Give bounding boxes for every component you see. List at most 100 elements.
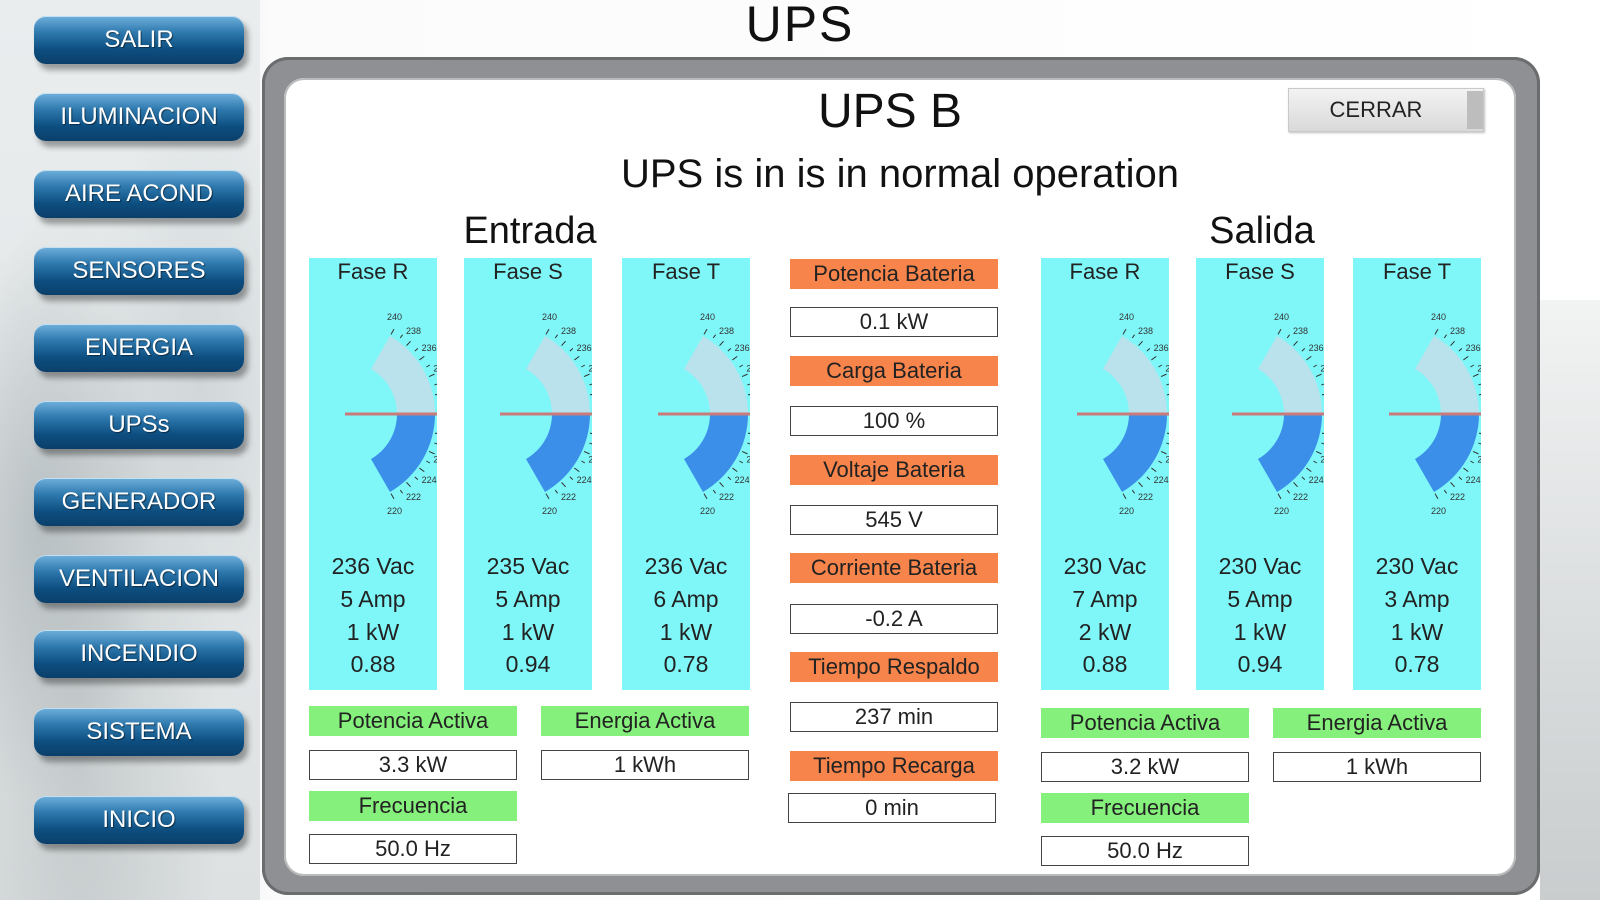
gauge-lower-band bbox=[1103, 414, 1167, 492]
nav-energia-button[interactable]: ENERGIA bbox=[34, 324, 244, 372]
gauge-tick bbox=[399, 334, 404, 339]
nav-upss-button[interactable]: UPSs bbox=[34, 401, 244, 449]
gauge-tick bbox=[1158, 364, 1163, 368]
nav-generador-button[interactable]: GENERADOR bbox=[34, 478, 244, 526]
gauge-tick bbox=[1321, 432, 1324, 435]
gauge-tick-label: 236 bbox=[577, 343, 592, 353]
gauge-tick bbox=[583, 450, 590, 455]
carga-bateria-value: 100 % bbox=[790, 406, 998, 436]
gauge-tick bbox=[1122, 328, 1127, 335]
gauge-tick bbox=[589, 383, 592, 386]
gauge-tick-label: 240 bbox=[700, 312, 715, 322]
gauge-tick bbox=[581, 460, 586, 464]
gauge-tick-label: 236 bbox=[1466, 343, 1481, 353]
gauge-tick bbox=[741, 373, 748, 378]
potencia-bateria-label: Potencia Bateria bbox=[790, 259, 998, 289]
gauge-upper-band bbox=[1415, 336, 1479, 414]
entrada-frecuencia-value: 50.0 Hz bbox=[309, 834, 517, 864]
gauge-tick bbox=[727, 476, 732, 480]
gauge-tick bbox=[727, 348, 732, 352]
tiempo-recarga-value: 0 min bbox=[788, 793, 996, 823]
gauge-tick bbox=[1443, 334, 1448, 339]
gauge-tick bbox=[1458, 348, 1463, 352]
gauge-tick-label: 224 bbox=[1466, 475, 1481, 485]
gauge-tick-label: 220 bbox=[542, 506, 557, 516]
gauge-tick-label: 226 bbox=[1165, 455, 1169, 465]
gauge-tick-label: 222 bbox=[1450, 492, 1465, 502]
gauge-tick-label: 240 bbox=[1119, 312, 1134, 322]
gauge-tick-label: 220 bbox=[1119, 506, 1134, 516]
gauge-tick bbox=[712, 489, 717, 494]
gauge-tick bbox=[1443, 489, 1448, 494]
phase-power: 1 kW bbox=[1390, 619, 1444, 645]
nav-inicio-button[interactable]: INICIO bbox=[34, 796, 244, 844]
gauge-tick-label: 236 bbox=[1154, 343, 1169, 353]
nav-sistema-button[interactable]: SISTEMA bbox=[34, 708, 244, 756]
gauge-tick bbox=[1472, 373, 1479, 378]
nav-ventilacion-button[interactable]: VENTILACION bbox=[34, 555, 244, 603]
gauge-tick bbox=[747, 442, 750, 445]
entrada-phase-s: Fase S 220222224226228230232234236238240… bbox=[464, 258, 592, 690]
gauge-tick bbox=[589, 393, 592, 396]
gauge-tick bbox=[426, 364, 431, 368]
gauge-tick bbox=[1315, 450, 1322, 455]
gauge-tick bbox=[1293, 482, 1298, 488]
gauge-lower-band bbox=[526, 414, 590, 492]
gauge-tick bbox=[1463, 355, 1469, 361]
gauge-tick-label: 224 bbox=[1309, 475, 1324, 485]
phase-power: 1 kW bbox=[1233, 619, 1287, 645]
phase-voltage: 230 Vac bbox=[1375, 553, 1459, 579]
gauge-tick-label: 226 bbox=[588, 455, 592, 465]
gauge-tick-label: 240 bbox=[1431, 312, 1446, 322]
nav-sensores-button[interactable]: SENSORES bbox=[34, 247, 244, 295]
gauge-tick-label: 240 bbox=[387, 312, 402, 322]
gauge-tick-label: 220 bbox=[1431, 506, 1446, 516]
gauge-tick bbox=[1160, 450, 1167, 455]
panel-title: UPS B bbox=[817, 85, 963, 138]
voltaje-bateria-label: Voltaje Bateria bbox=[790, 455, 998, 485]
gauge-tick-label: 226 bbox=[433, 455, 437, 465]
gauge-tick bbox=[1478, 393, 1481, 396]
gauge-tick-label: 222 bbox=[406, 492, 421, 502]
phase-current: 5 Amp bbox=[1227, 586, 1293, 612]
phase-label: Fase R bbox=[337, 259, 409, 284]
salida-frecuencia-value: 50.0 Hz bbox=[1041, 836, 1249, 866]
phase-current: 5 Amp bbox=[495, 586, 561, 612]
nav-incendio-button[interactable]: INCENDIO bbox=[34, 630, 244, 678]
gauge-tick bbox=[1146, 348, 1151, 352]
gauge-tick bbox=[747, 432, 750, 435]
close-button[interactable]: CERRAR bbox=[1288, 88, 1484, 132]
gauge-tick bbox=[554, 489, 559, 494]
gauge-tick bbox=[1138, 340, 1143, 346]
gauge-tick bbox=[428, 373, 435, 378]
gauge-tick bbox=[426, 460, 431, 464]
phase-label: Fase S bbox=[493, 259, 563, 284]
voltage-gauge: 220222224226228230232234236238240 bbox=[1077, 312, 1169, 516]
phase-label: Fase T bbox=[651, 259, 721, 284]
gauge-tick-label: 234 bbox=[1477, 363, 1481, 373]
gauge-tick bbox=[1301, 476, 1306, 480]
gauge-tick-label: 226 bbox=[746, 455, 750, 465]
gauge-tick bbox=[1458, 476, 1463, 480]
gauge-tick bbox=[1146, 476, 1151, 480]
gauge-tick bbox=[1478, 442, 1481, 445]
gauge-tick-label: 226 bbox=[1477, 455, 1481, 465]
gauge-tick bbox=[561, 482, 566, 488]
nav-salir-button[interactable]: SALIR bbox=[34, 16, 244, 64]
salida-title: Salida bbox=[1209, 210, 1315, 252]
nav-aire-acond-button[interactable]: AIRE ACOND bbox=[34, 170, 244, 218]
gauge-tick bbox=[434, 383, 437, 386]
gauge-tick bbox=[428, 450, 435, 455]
gauge-tick bbox=[434, 442, 437, 445]
phase-power-factor: 0.94 bbox=[505, 651, 551, 677]
gauge-tick bbox=[1158, 460, 1163, 464]
nav-iluminacion-button[interactable]: ILUMINACION bbox=[34, 93, 244, 141]
gauge-tick bbox=[1321, 383, 1324, 386]
gauge-tick bbox=[1450, 482, 1455, 488]
gauge-upper-band bbox=[1258, 336, 1322, 414]
gauge-upper-band bbox=[371, 336, 435, 414]
phase-power-factor: 0.88 bbox=[350, 651, 396, 677]
entrada-energia-activa-label: Energia Activa bbox=[541, 706, 749, 736]
gauge-tick bbox=[1293, 340, 1298, 346]
phase-voltage: 230 Vac bbox=[1063, 553, 1147, 579]
